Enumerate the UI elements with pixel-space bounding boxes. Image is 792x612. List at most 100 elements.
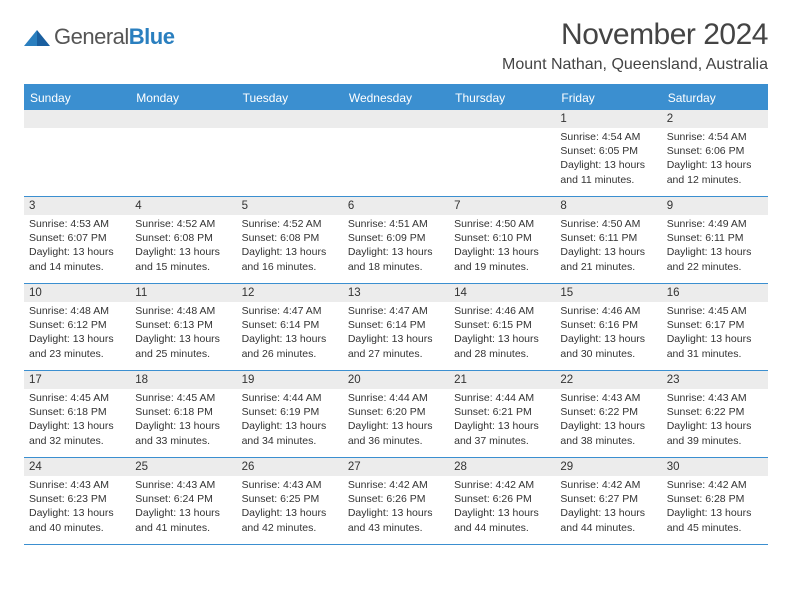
sunrise-text: Sunrise: 4:50 AM [560, 217, 656, 231]
day-content: Sunrise: 4:49 AMSunset: 6:11 PMDaylight:… [662, 215, 768, 278]
day-number: 8 [555, 197, 661, 215]
day-number: 13 [343, 284, 449, 302]
day-content: Sunrise: 4:47 AMSunset: 6:14 PMDaylight:… [237, 302, 343, 365]
week-row: 10Sunrise: 4:48 AMSunset: 6:12 PMDayligh… [24, 284, 768, 371]
day-number: 19 [237, 371, 343, 389]
week-row: 17Sunrise: 4:45 AMSunset: 6:18 PMDayligh… [24, 371, 768, 458]
daylight-text: Daylight: 13 hours and 12 minutes. [667, 158, 763, 186]
day-number: 29 [555, 458, 661, 476]
day-cell: 26Sunrise: 4:43 AMSunset: 6:25 PMDayligh… [237, 458, 343, 544]
sunset-text: Sunset: 6:13 PM [135, 318, 231, 332]
sunset-text: Sunset: 6:27 PM [560, 492, 656, 506]
daylight-text: Daylight: 13 hours and 39 minutes. [667, 419, 763, 447]
daylight-text: Daylight: 13 hours and 14 minutes. [29, 245, 125, 273]
sunrise-text: Sunrise: 4:48 AM [135, 304, 231, 318]
daylight-text: Daylight: 13 hours and 32 minutes. [29, 419, 125, 447]
day-cell: 5Sunrise: 4:52 AMSunset: 6:08 PMDaylight… [237, 197, 343, 283]
day-cell: 12Sunrise: 4:47 AMSunset: 6:14 PMDayligh… [237, 284, 343, 370]
sunset-text: Sunset: 6:08 PM [135, 231, 231, 245]
sunset-text: Sunset: 6:16 PM [560, 318, 656, 332]
day-content: Sunrise: 4:45 AMSunset: 6:18 PMDaylight:… [130, 389, 236, 452]
day-number: 3 [24, 197, 130, 215]
sunrise-text: Sunrise: 4:48 AM [29, 304, 125, 318]
day-header-row: Sunday Monday Tuesday Wednesday Thursday… [24, 86, 768, 110]
logo-text: GeneralBlue [54, 24, 174, 50]
sunrise-text: Sunrise: 4:54 AM [560, 130, 656, 144]
day-number: 24 [24, 458, 130, 476]
day-cell: 10Sunrise: 4:48 AMSunset: 6:12 PMDayligh… [24, 284, 130, 370]
day-cell: 13Sunrise: 4:47 AMSunset: 6:14 PMDayligh… [343, 284, 449, 370]
sunrise-text: Sunrise: 4:42 AM [454, 478, 550, 492]
sunrise-text: Sunrise: 4:42 AM [348, 478, 444, 492]
sunset-text: Sunset: 6:23 PM [29, 492, 125, 506]
day-number: 7 [449, 197, 555, 215]
day-content: Sunrise: 4:48 AMSunset: 6:13 PMDaylight:… [130, 302, 236, 365]
sunset-text: Sunset: 6:17 PM [667, 318, 763, 332]
sunrise-text: Sunrise: 4:43 AM [667, 391, 763, 405]
day-cell: 1Sunrise: 4:54 AMSunset: 6:05 PMDaylight… [555, 110, 661, 196]
daylight-text: Daylight: 13 hours and 38 minutes. [560, 419, 656, 447]
title-block: November 2024 Mount Nathan, Queensland, … [502, 18, 768, 74]
day-content: Sunrise: 4:42 AMSunset: 6:26 PMDaylight:… [449, 476, 555, 539]
sunrise-text: Sunrise: 4:49 AM [667, 217, 763, 231]
day-number: 30 [662, 458, 768, 476]
sunset-text: Sunset: 6:15 PM [454, 318, 550, 332]
sunrise-text: Sunrise: 4:47 AM [242, 304, 338, 318]
logo-text-1: General [54, 24, 129, 49]
sunrise-text: Sunrise: 4:44 AM [348, 391, 444, 405]
day-cell: 6Sunrise: 4:51 AMSunset: 6:09 PMDaylight… [343, 197, 449, 283]
daylight-text: Daylight: 13 hours and 11 minutes. [560, 158, 656, 186]
day-content: Sunrise: 4:44 AMSunset: 6:20 PMDaylight:… [343, 389, 449, 452]
day-cell: 23Sunrise: 4:43 AMSunset: 6:22 PMDayligh… [662, 371, 768, 457]
sunrise-text: Sunrise: 4:45 AM [135, 391, 231, 405]
daylight-text: Daylight: 13 hours and 27 minutes. [348, 332, 444, 360]
day-header-sunday: Sunday [24, 86, 130, 110]
day-cell: 20Sunrise: 4:44 AMSunset: 6:20 PMDayligh… [343, 371, 449, 457]
day-cell: 2Sunrise: 4:54 AMSunset: 6:06 PMDaylight… [662, 110, 768, 196]
sunset-text: Sunset: 6:05 PM [560, 144, 656, 158]
day-number: 27 [343, 458, 449, 476]
sunrise-text: Sunrise: 4:45 AM [29, 391, 125, 405]
location: Mount Nathan, Queensland, Australia [502, 56, 768, 74]
day-number [237, 110, 343, 128]
sunset-text: Sunset: 6:06 PM [667, 144, 763, 158]
day-number [343, 110, 449, 128]
day-content: Sunrise: 4:52 AMSunset: 6:08 PMDaylight:… [237, 215, 343, 278]
day-number [449, 110, 555, 128]
day-cell: 9Sunrise: 4:49 AMSunset: 6:11 PMDaylight… [662, 197, 768, 283]
daylight-text: Daylight: 13 hours and 40 minutes. [29, 506, 125, 534]
sunrise-text: Sunrise: 4:43 AM [29, 478, 125, 492]
sunset-text: Sunset: 6:12 PM [29, 318, 125, 332]
sunrise-text: Sunrise: 4:42 AM [667, 478, 763, 492]
calendar: Sunday Monday Tuesday Wednesday Thursday… [24, 84, 768, 545]
day-number: 23 [662, 371, 768, 389]
day-number: 22 [555, 371, 661, 389]
sunset-text: Sunset: 6:11 PM [560, 231, 656, 245]
day-header-saturday: Saturday [662, 86, 768, 110]
daylight-text: Daylight: 13 hours and 41 minutes. [135, 506, 231, 534]
sunset-text: Sunset: 6:28 PM [667, 492, 763, 506]
month-title: November 2024 [502, 18, 768, 52]
day-content: Sunrise: 4:48 AMSunset: 6:12 PMDaylight:… [24, 302, 130, 365]
day-content: Sunrise: 4:46 AMSunset: 6:15 PMDaylight:… [449, 302, 555, 365]
day-cell: 21Sunrise: 4:44 AMSunset: 6:21 PMDayligh… [449, 371, 555, 457]
daylight-text: Daylight: 13 hours and 36 minutes. [348, 419, 444, 447]
day-content: Sunrise: 4:47 AMSunset: 6:14 PMDaylight:… [343, 302, 449, 365]
daylight-text: Daylight: 13 hours and 16 minutes. [242, 245, 338, 273]
daylight-text: Daylight: 13 hours and 18 minutes. [348, 245, 444, 273]
day-content: Sunrise: 4:53 AMSunset: 6:07 PMDaylight:… [24, 215, 130, 278]
day-cell: 14Sunrise: 4:46 AMSunset: 6:15 PMDayligh… [449, 284, 555, 370]
day-cell: 3Sunrise: 4:53 AMSunset: 6:07 PMDaylight… [24, 197, 130, 283]
sunrise-text: Sunrise: 4:52 AM [242, 217, 338, 231]
day-number: 17 [24, 371, 130, 389]
daylight-text: Daylight: 13 hours and 19 minutes. [454, 245, 550, 273]
day-number: 21 [449, 371, 555, 389]
day-number: 14 [449, 284, 555, 302]
daylight-text: Daylight: 13 hours and 22 minutes. [667, 245, 763, 273]
sunset-text: Sunset: 6:14 PM [242, 318, 338, 332]
day-header-monday: Monday [130, 86, 236, 110]
day-number: 5 [237, 197, 343, 215]
daylight-text: Daylight: 13 hours and 42 minutes. [242, 506, 338, 534]
day-cell: 18Sunrise: 4:45 AMSunset: 6:18 PMDayligh… [130, 371, 236, 457]
day-number [130, 110, 236, 128]
